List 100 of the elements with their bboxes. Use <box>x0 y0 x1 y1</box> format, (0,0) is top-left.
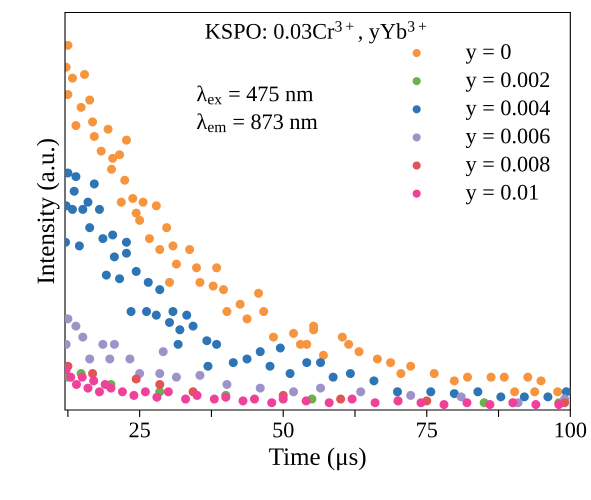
point <box>316 384 326 393</box>
point <box>336 394 346 404</box>
point <box>174 340 183 349</box>
point <box>266 362 275 371</box>
point <box>192 390 202 400</box>
point <box>289 387 298 396</box>
point <box>267 398 276 408</box>
x-tick-label: 25 <box>130 422 150 438</box>
x-tick-label: 50 <box>273 422 294 438</box>
point <box>140 387 150 396</box>
point <box>416 398 426 408</box>
point <box>210 394 219 404</box>
point <box>222 380 232 389</box>
point <box>129 390 138 400</box>
point <box>72 380 81 389</box>
point <box>175 325 184 334</box>
legend-label: y = 0 <box>466 44 511 64</box>
point <box>98 234 108 244</box>
annotation: λ$_{ex}$ = 475 nm <box>196 86 314 104</box>
point <box>165 318 174 327</box>
point <box>85 354 94 364</box>
point <box>71 322 80 331</box>
legend-label: y = 0.006 <box>466 128 550 148</box>
point <box>108 230 118 240</box>
point <box>370 398 380 408</box>
point <box>485 400 494 410</box>
point <box>90 179 99 188</box>
point <box>115 274 124 284</box>
point <box>71 172 80 182</box>
legend-label: y = 0.008 <box>466 156 550 176</box>
point <box>94 387 104 396</box>
point <box>118 387 127 396</box>
point <box>473 387 482 396</box>
point <box>98 340 108 349</box>
point <box>462 398 472 408</box>
point <box>456 392 466 402</box>
point <box>78 332 88 342</box>
point <box>356 387 366 396</box>
point <box>228 358 238 368</box>
point <box>122 238 131 247</box>
point <box>85 223 94 232</box>
point <box>110 252 119 262</box>
legend-label: y = 0.004 <box>466 100 550 120</box>
point <box>286 369 295 378</box>
point <box>439 400 448 410</box>
point <box>316 358 326 368</box>
point <box>202 336 212 346</box>
point <box>328 372 338 382</box>
point <box>132 266 141 276</box>
point <box>89 376 98 386</box>
point <box>543 392 552 402</box>
point <box>68 204 77 214</box>
chart-title: KSPO: 0.03Cr$^{3+}$, yYb$^{3+}$ <box>205 21 426 44</box>
point <box>182 310 192 320</box>
point <box>83 384 92 393</box>
point <box>152 310 161 320</box>
point <box>158 347 168 356</box>
point <box>242 354 252 364</box>
point <box>132 374 141 384</box>
point <box>83 198 92 207</box>
point <box>348 394 357 404</box>
point <box>250 394 259 404</box>
point <box>188 322 198 331</box>
y-axis-title: Intensity (a.u.) <box>36 139 60 284</box>
point <box>278 394 288 404</box>
point <box>105 354 114 364</box>
point <box>155 380 164 389</box>
point <box>392 387 402 396</box>
point <box>256 384 265 393</box>
point <box>74 241 84 250</box>
point <box>152 392 162 402</box>
point <box>88 369 98 378</box>
legend-label: y = 0.01 <box>466 184 538 204</box>
point <box>155 369 164 378</box>
point <box>426 387 436 396</box>
point <box>203 362 212 371</box>
point <box>238 396 248 406</box>
point <box>78 372 87 382</box>
point <box>122 248 131 258</box>
point <box>155 285 164 294</box>
point <box>110 340 119 349</box>
point <box>102 270 111 280</box>
point <box>346 369 355 378</box>
point <box>172 372 181 382</box>
point <box>181 394 190 404</box>
point <box>164 387 173 396</box>
x-tick-label: 100 <box>556 422 586 438</box>
point <box>168 307 178 316</box>
x-tick-label: 75 <box>417 422 438 438</box>
point <box>256 347 265 356</box>
point <box>496 392 506 402</box>
point <box>531 400 540 410</box>
point <box>406 390 416 400</box>
point <box>106 384 116 393</box>
point <box>324 398 334 408</box>
point <box>520 392 529 402</box>
point <box>142 307 152 316</box>
point <box>126 307 136 316</box>
point <box>302 396 311 406</box>
point <box>212 340 222 349</box>
